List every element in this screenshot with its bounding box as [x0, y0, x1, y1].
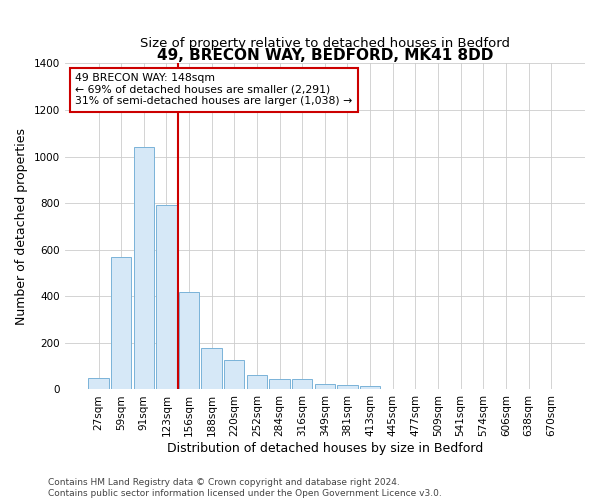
- Y-axis label: Number of detached properties: Number of detached properties: [15, 128, 28, 325]
- X-axis label: Distribution of detached houses by size in Bedford: Distribution of detached houses by size …: [167, 442, 483, 455]
- Text: 49 BRECON WAY: 148sqm
← 69% of detached houses are smaller (2,291)
31% of semi-d: 49 BRECON WAY: 148sqm ← 69% of detached …: [75, 73, 352, 106]
- Bar: [269, 379, 290, 390]
- Bar: [360, 386, 380, 390]
- Bar: [202, 348, 222, 390]
- Bar: [88, 378, 109, 390]
- Bar: [111, 256, 131, 390]
- Text: Size of property relative to detached houses in Bedford: Size of property relative to detached ho…: [140, 38, 510, 51]
- Text: Contains HM Land Registry data © Crown copyright and database right 2024.
Contai: Contains HM Land Registry data © Crown c…: [48, 478, 442, 498]
- Bar: [156, 206, 176, 390]
- Bar: [179, 292, 199, 390]
- Bar: [134, 147, 154, 390]
- Title: 49, BRECON WAY, BEDFORD, MK41 8DD: 49, BRECON WAY, BEDFORD, MK41 8DD: [157, 48, 493, 64]
- Bar: [292, 379, 313, 390]
- Bar: [224, 360, 244, 390]
- Bar: [314, 384, 335, 390]
- Bar: [337, 385, 358, 390]
- Bar: [247, 375, 267, 390]
